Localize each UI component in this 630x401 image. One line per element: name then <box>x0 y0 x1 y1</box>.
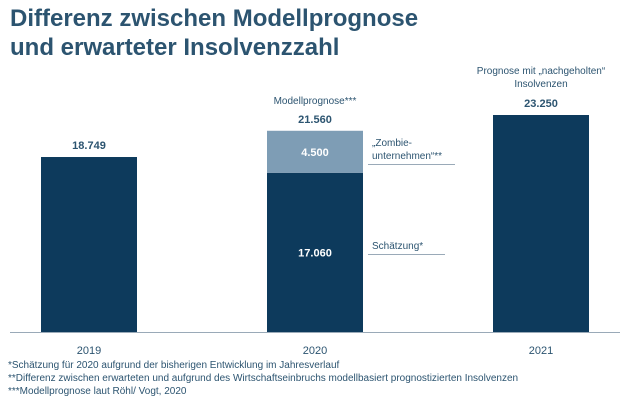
data-label-2020-3: 17.060 <box>298 247 332 259</box>
data-label-2021-4: 23.250 <box>524 98 558 110</box>
footnotes: *Schätzung für 2020 aufgrund der bisheri… <box>8 359 518 398</box>
data-label-2019-0: 18.749 <box>72 140 106 152</box>
bar-2021-segment-1 <box>493 115 589 332</box>
chart-title: Differenz zwischen Modellprognose und er… <box>10 4 610 62</box>
annotation-0-line-1: Modellprognose*** <box>274 96 357 107</box>
bar-2019-segment-1 <box>41 157 137 332</box>
annotation-3: Schätzung* <box>372 241 423 252</box>
x-tick-label-2021: 2021 <box>529 345 553 357</box>
annotation-2-line-1: „Zombie- <box>372 138 412 149</box>
x-tick-label-2020: 2020 <box>303 345 327 357</box>
annotation-2-line-2: unternehmen“** <box>372 151 442 162</box>
chart-title-line-1: Differenz zwischen Modellprognose <box>10 5 419 32</box>
bar-2020-segment-1 <box>267 172 363 332</box>
data-label-2020-2: 4.500 <box>301 147 329 159</box>
chart-title-line-2: und erwarteter Insolvenzzahl <box>10 34 340 61</box>
bar-2020-segment-2 <box>267 130 363 173</box>
footnote-2: **Differenz zwischen erwarteten und aufg… <box>8 373 519 384</box>
footnote-1: *Schätzung für 2020 aufgrund der bisheri… <box>8 360 340 371</box>
annotation-1-line-2: Insolvenzen <box>514 79 567 90</box>
data-label-2020-1: 21.560 <box>298 114 332 126</box>
annotation-1-line-1: Prognose mit „nachgeholten“ <box>477 66 605 77</box>
x-tick-label-2019: 2019 <box>77 345 101 357</box>
footnote-3: ***Modellprognose laut Röhl/ Vogt, 2020 <box>8 386 187 397</box>
